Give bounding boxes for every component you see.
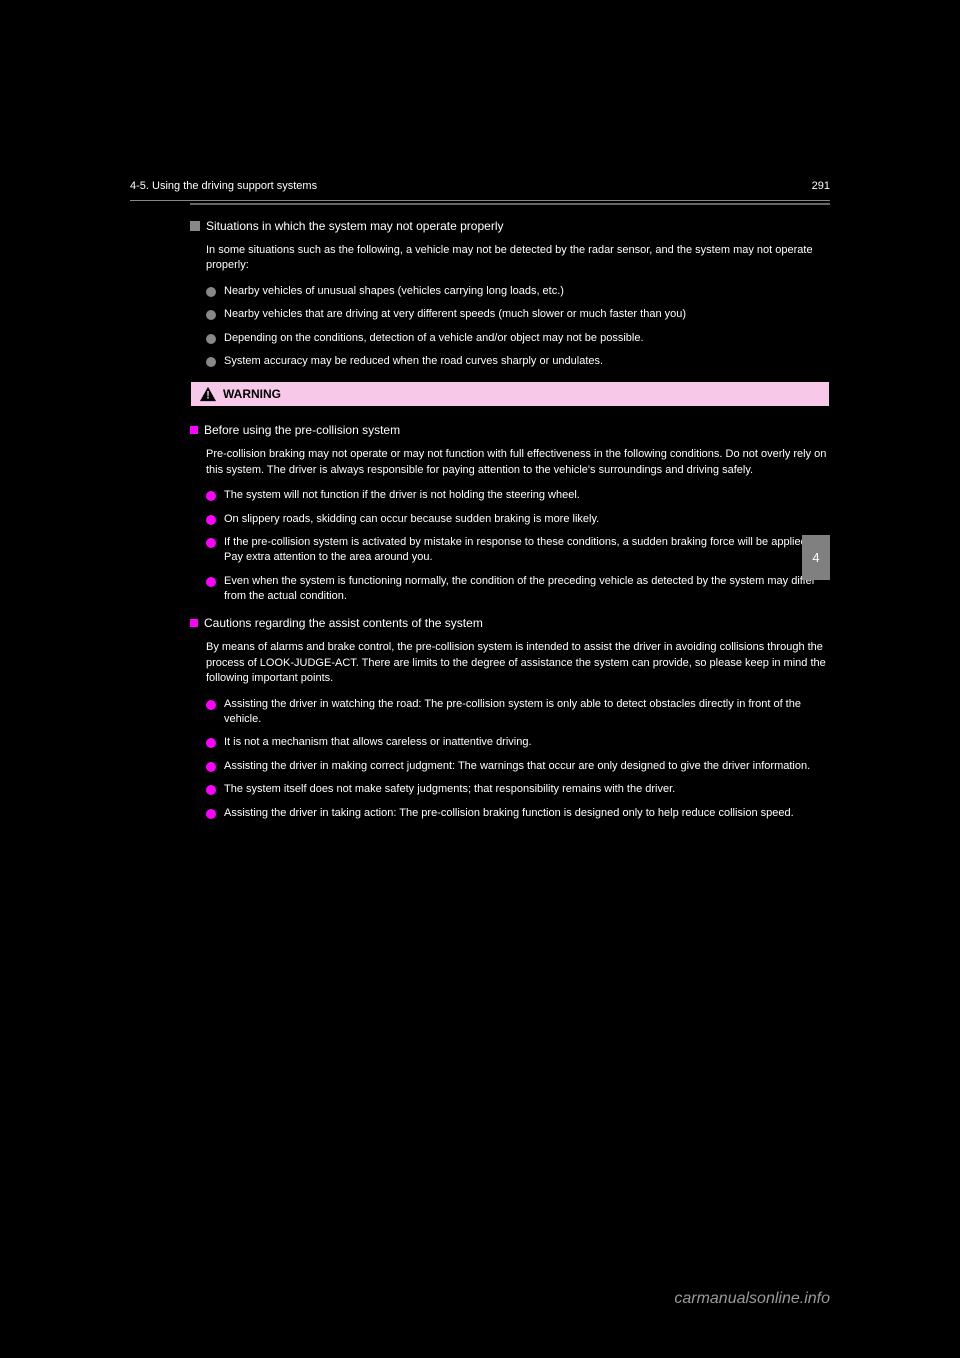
situations-section: Situations in which the system may not o… xyxy=(190,219,830,369)
list-item: System accuracy may be reduced when the … xyxy=(206,354,830,369)
warn1-intro: Pre-collision braking may not operate or… xyxy=(206,447,830,478)
header-rule-inner xyxy=(190,203,830,205)
warning-triangle-icon: ! xyxy=(199,386,217,402)
warning-label: WARNING xyxy=(223,387,281,401)
list-item: Even when the system is functioning norm… xyxy=(206,574,830,605)
svg-text:!: ! xyxy=(206,390,210,402)
bullet-icon xyxy=(206,310,216,320)
warning-section-1: Before using the pre-collision system Pr… xyxy=(190,423,830,604)
square-bullet-icon xyxy=(190,221,200,231)
bullet-magenta-icon xyxy=(206,491,216,501)
list-item: Assisting the driver in taking action: T… xyxy=(206,806,830,821)
bullet-text: Even when the system is functioning norm… xyxy=(224,574,830,605)
warn2-heading-row: Cautions regarding the assist contents o… xyxy=(190,616,830,630)
header-rule xyxy=(130,200,830,201)
list-item: The system itself does not make safety j… xyxy=(206,782,830,797)
bullet-magenta-icon xyxy=(206,700,216,710)
page-number: 291 xyxy=(812,180,830,192)
bullet-text: Depending on the conditions, detection o… xyxy=(224,331,644,346)
bullet-text: The system itself does not make safety j… xyxy=(224,782,675,797)
list-item: The system will not function if the driv… xyxy=(206,488,830,503)
manual-page: 4-5. Using the driving support systems 2… xyxy=(130,180,830,833)
bullet-text: If the pre-collision system is activated… xyxy=(224,535,830,566)
list-item: It is not a mechanism that allows carele… xyxy=(206,735,830,750)
bullet-magenta-icon xyxy=(206,762,216,772)
warn2-heading: Cautions regarding the assist contents o… xyxy=(204,616,483,630)
bullet-text: Assisting the driver in making correct j… xyxy=(224,759,810,774)
chapter-number: 4 xyxy=(812,550,819,565)
bullet-text: The system will not function if the driv… xyxy=(224,488,580,503)
bullet-text: Assisting the driver in watching the roa… xyxy=(224,697,830,728)
situations-intro: In some situations such as the following… xyxy=(206,243,830,274)
bullet-text: It is not a mechanism that allows carele… xyxy=(224,735,532,750)
warning-section-2: Cautions regarding the assist contents o… xyxy=(190,616,830,821)
list-item: Depending on the conditions, detection o… xyxy=(206,331,830,346)
bullet-magenta-icon xyxy=(206,577,216,587)
bullet-magenta-icon xyxy=(206,785,216,795)
warning-header-bar: ! WARNING xyxy=(190,381,830,407)
list-item: On slippery roads, skidding can occur be… xyxy=(206,512,830,527)
warn2-intro: By means of alarms and brake control, th… xyxy=(206,640,830,686)
chapter-tab: 4 xyxy=(802,535,830,580)
list-item: If the pre-collision system is activated… xyxy=(206,535,830,566)
bullet-text: Nearby vehicles that are driving at very… xyxy=(224,307,686,322)
situations-heading: Situations in which the system may not o… xyxy=(206,219,503,233)
list-item: Nearby vehicles that are driving at very… xyxy=(206,307,830,322)
bullet-icon xyxy=(206,357,216,367)
warn1-heading-row: Before using the pre-collision system xyxy=(190,423,830,437)
bullet-icon xyxy=(206,334,216,344)
bullet-magenta-icon xyxy=(206,809,216,819)
bullet-text: System accuracy may be reduced when the … xyxy=(224,354,603,369)
bullet-text: Nearby vehicles of unusual shapes (vehic… xyxy=(224,284,564,299)
bullet-text: Assisting the driver in taking action: T… xyxy=(224,806,794,821)
bullet-magenta-icon xyxy=(206,515,216,525)
bullet-magenta-icon xyxy=(206,738,216,748)
watermark: carmanualsonline.info xyxy=(674,1290,830,1308)
list-item: Nearby vehicles of unusual shapes (vehic… xyxy=(206,284,830,299)
warn1-heading: Before using the pre-collision system xyxy=(204,423,400,437)
square-bullet-magenta-icon xyxy=(190,619,198,627)
bullet-text: On slippery roads, skidding can occur be… xyxy=(224,512,599,527)
section-breadcrumb: 4-5. Using the driving support systems xyxy=(130,180,317,192)
bullet-magenta-icon xyxy=(206,538,216,548)
list-item: Assisting the driver in watching the roa… xyxy=(206,697,830,728)
situations-heading-row: Situations in which the system may not o… xyxy=(190,219,830,233)
page-header: 4-5. Using the driving support systems 2… xyxy=(130,180,830,192)
square-bullet-magenta-icon xyxy=(190,426,198,434)
list-item: Assisting the driver in making correct j… xyxy=(206,759,830,774)
bullet-icon xyxy=(206,287,216,297)
